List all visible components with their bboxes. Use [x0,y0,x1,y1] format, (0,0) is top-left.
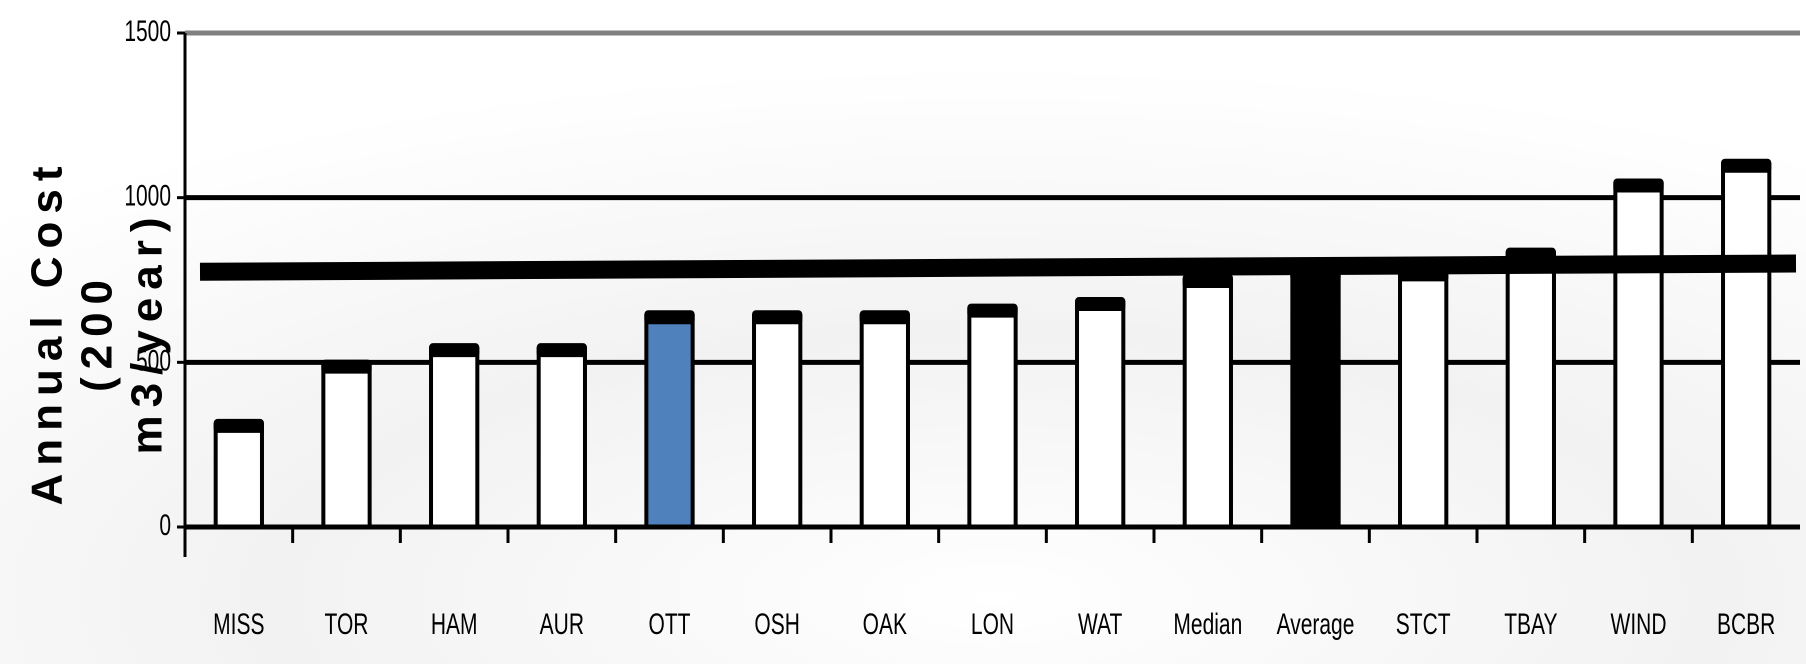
bar-cap [321,359,372,374]
bar-cap [967,303,1018,318]
x-tick-label: Median [1173,608,1242,640]
y-axis-label: Annual Cost (200 m3/year) [23,158,172,505]
bar-cap [213,418,264,433]
x-tick-label: Average [1277,608,1355,640]
bar [859,314,910,529]
bar [213,422,264,530]
bar [1398,271,1449,529]
bar-cap [1075,297,1126,312]
x-tick-label: AUR [540,608,584,640]
bar-cap [536,343,587,358]
y-tick-label: 500 [136,345,171,377]
x-tick-label: TBAY [1504,608,1557,640]
bar [1182,278,1233,529]
bar [1290,271,1341,529]
y-tick-label: 0 [159,509,171,541]
x-tick-label: HAM [431,608,478,640]
bar [1505,251,1556,530]
x-tick-label: STCT [1396,608,1451,640]
bar [536,347,587,529]
bar [321,363,372,530]
bar-cap [752,310,803,325]
bar-cap [429,343,480,358]
x-tick-label: WIND [1611,608,1667,640]
x-tick-label: BCBR [1717,608,1775,640]
x-tick-label: MISS [213,608,264,640]
bar-cap [1721,158,1772,173]
bar-cap [1613,178,1664,193]
y-axis-label-line: (200 [73,272,122,392]
bar-cap [1182,274,1233,288]
bar-cap [859,310,910,325]
bar [967,307,1018,530]
reference-line [199,254,1797,281]
x-tick-label: OAK [863,608,907,640]
bar [644,314,695,529]
x-tick-label: OTT [649,608,691,640]
y-axis-label-line: Annual Cost [23,158,72,505]
y-tick-label: 1000 [124,180,171,212]
x-tick-label: LON [971,608,1014,640]
bar [752,314,803,529]
bar [1075,301,1126,530]
x-tick-label: TOR [325,608,369,640]
x-tick-label: WAT [1078,608,1122,640]
x-tick-label: OSH [754,608,799,640]
y-axis-label-line: m3/year) [123,209,172,454]
bar [1721,162,1772,529]
y-tick-label: 1500 [124,15,171,47]
bar-cap [644,310,695,325]
bar [429,347,480,529]
bar [1613,182,1664,529]
